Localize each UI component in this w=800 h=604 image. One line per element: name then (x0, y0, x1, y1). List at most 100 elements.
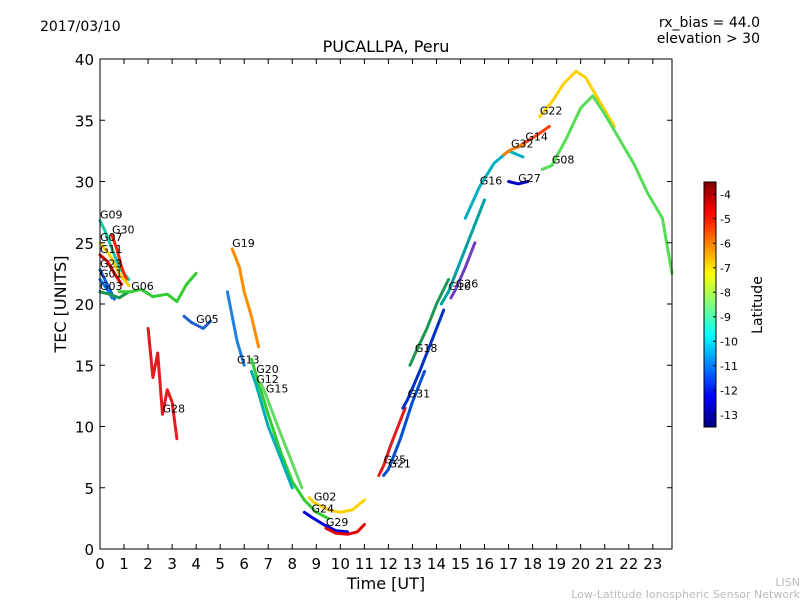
x-tick-label: 0 (95, 555, 105, 573)
x-tick-label: 21 (595, 555, 614, 573)
satellite-track (382, 369, 426, 477)
colorbar-ticks: -4 -5 -6 -7 -8 -9 -10 -11 -12 -13 (713, 188, 738, 422)
y-tick-label: 35 (75, 112, 94, 130)
satellite-label: G15 (266, 383, 289, 396)
satellite-label: G03 (100, 280, 123, 293)
y-tick-label: 40 (75, 51, 94, 69)
x-tick-label: 20 (571, 555, 590, 573)
x-tick-label: 9 (312, 555, 322, 573)
satellite-track (408, 278, 450, 367)
satellite-label: G02 (314, 490, 337, 503)
x-tick-label: 14 (427, 555, 446, 573)
x-tick-label: 1 (119, 555, 129, 573)
satellite-track (259, 382, 304, 490)
satellite-label: G24 (311, 503, 334, 516)
satellite-label: G09 (100, 209, 123, 222)
satellite-track (182, 314, 213, 330)
y-tick-label: 5 (84, 480, 94, 498)
x-tick-label: 19 (547, 555, 566, 573)
satellite-track (249, 357, 330, 520)
satellite-label: G18 (415, 342, 438, 355)
satellite-label: G06 (131, 280, 154, 293)
colorbar-tick-label: -9 (720, 311, 731, 324)
satellite-label: G29 (326, 516, 349, 529)
satellite-label: G07 (100, 231, 123, 244)
x-tick-label: 2 (143, 555, 153, 573)
x-axis-label: Time [UT] (346, 574, 425, 593)
colorbar-tick-label: -6 (720, 237, 731, 250)
satellite-track (307, 496, 366, 514)
satellite-track (230, 247, 261, 349)
satellite-label: G23 (100, 258, 123, 271)
chart-title: PUCALLPA, Peru (323, 37, 450, 56)
satellite-label: G08 (552, 154, 575, 167)
rx-bias-label: rx_bias = 44.0 (659, 15, 760, 31)
satellite-track (439, 198, 486, 306)
x-tick-label: 12 (379, 555, 398, 573)
satellite-track (463, 149, 525, 220)
satellite-label: G01 (100, 268, 123, 281)
satellite-label: G19 (232, 237, 255, 250)
colorbar-tick-label: -5 (720, 213, 731, 226)
colorbar-tick-label: -12 (720, 384, 738, 397)
satellite-track (401, 308, 446, 410)
satellite-track (146, 327, 179, 441)
x-axis: 0 1 2 3 4 5 6 7 8 9 10 11 12 13 14 15 16 17 18 19 20 21 22 23 (95, 59, 662, 573)
satellite-label: G05 (196, 313, 219, 326)
x-tick-label: 7 (263, 555, 273, 573)
satellite-label: G11 (100, 243, 123, 256)
satellite-track (377, 406, 407, 477)
y-tick-label: 10 (75, 419, 94, 437)
x-tick-label: 10 (331, 555, 350, 573)
colorbar-label: Latitude (750, 276, 766, 334)
satellite-track (538, 69, 616, 128)
colorbar-tick-label: -7 (720, 262, 731, 275)
satellite-track (502, 143, 525, 156)
y-tick-label: 0 (84, 541, 94, 559)
x-tick-label: 23 (643, 555, 662, 573)
satellite-label: G28 (162, 402, 185, 415)
y-tick-label: 20 (75, 296, 94, 314)
plot-frame (99, 58, 673, 550)
satellite-label: G21 (388, 457, 411, 470)
satellite-label: G22 (540, 105, 563, 118)
satellite-track (507, 180, 530, 186)
x-tick-label: 16 (475, 555, 494, 573)
x-tick-label: 22 (619, 555, 638, 573)
satellite-track (540, 94, 674, 275)
satellite-label: G14 (525, 130, 548, 143)
satellite-label: G26 (456, 277, 479, 290)
x-tick-label: 4 (191, 555, 201, 573)
colorbar-tick-label: -11 (720, 360, 738, 373)
colorbar-tick-label: -8 (720, 286, 731, 299)
x-tick-label: 11 (355, 555, 374, 573)
y-axis-label: TEC [UNITS] (51, 256, 70, 354)
colorbar-tick-label: -4 (720, 188, 731, 201)
x-tick-label: 5 (215, 555, 225, 573)
y-tick-label: 30 (75, 174, 94, 192)
y-tick-label: 15 (75, 357, 94, 375)
satellite-track (110, 233, 128, 281)
x-tick-label: 6 (239, 555, 249, 573)
elevation-label: elevation > 30 (657, 31, 760, 47)
x-tick-label: 17 (499, 555, 518, 573)
satellite-label: G27 (518, 172, 541, 185)
x-tick-label: 18 (523, 555, 542, 573)
satellite-label: G16 (480, 174, 503, 187)
satellite-track (117, 271, 198, 304)
colorbar-tick-label: -10 (720, 335, 738, 348)
satellite-label: G32 (511, 138, 534, 151)
satellite-track (302, 510, 349, 534)
satellite-track (225, 290, 246, 367)
satellite-track (324, 523, 366, 536)
colorbar-tick-label: -13 (720, 409, 738, 422)
footer-lisn: LISN (775, 576, 800, 589)
satellite-label: G20 (256, 363, 279, 376)
chart-date: 2017/03/10 (40, 19, 121, 35)
satellite-track (449, 241, 477, 300)
y-tick-label: 25 (75, 235, 94, 253)
footer-network: Low-Latitude Ionospheric Sensor Network (571, 588, 800, 600)
satellite-label: G31 (408, 388, 431, 401)
